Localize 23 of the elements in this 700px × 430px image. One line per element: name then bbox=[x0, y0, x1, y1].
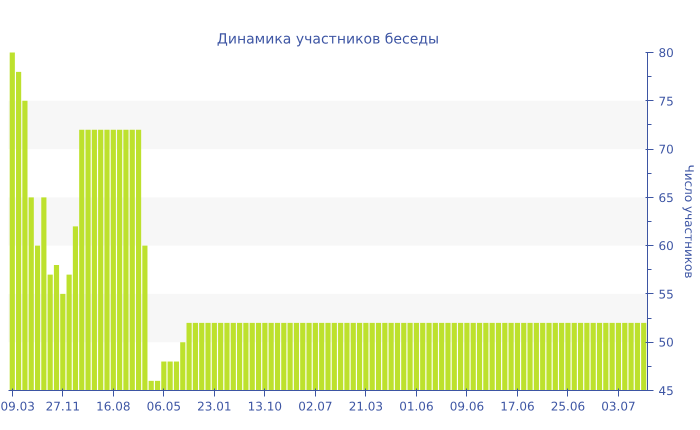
x-tick-label: 13.10 bbox=[248, 400, 282, 414]
y-tick-label: 80 bbox=[658, 46, 674, 60]
y-tick-label: 50 bbox=[658, 336, 674, 350]
x-tick-label: 17.06 bbox=[500, 400, 535, 414]
chart-title: Динамика участников беседы bbox=[216, 32, 440, 48]
x-tick-label: 27.11 bbox=[46, 400, 80, 414]
x-tick-label: 03.07 bbox=[601, 400, 636, 414]
x-tick-label: 23.01 bbox=[197, 400, 232, 414]
x-tick-label: 16.08 bbox=[96, 400, 130, 414]
y-tick-label: 45 bbox=[658, 384, 674, 398]
x-tick-label: 09.06 bbox=[450, 400, 484, 414]
y-tick-label: 70 bbox=[658, 142, 674, 157]
x-tick-label: 21.03 bbox=[348, 400, 384, 414]
x-tick-label: 09.03 bbox=[0, 400, 35, 414]
x-tick-label: 02.07 bbox=[298, 400, 333, 414]
x-tick-label: 25.06 bbox=[550, 400, 586, 414]
y-tick-label: 55 bbox=[658, 287, 674, 302]
x-tick-label: 01.06 bbox=[399, 400, 434, 414]
y-tick-label: 65 bbox=[658, 190, 674, 205]
y-tick-label: 75 bbox=[658, 94, 674, 108]
y-axis-title: Число участников bbox=[682, 164, 696, 278]
x-tick-label: 06.05 bbox=[146, 400, 182, 414]
y-tick-label: 60 bbox=[658, 239, 674, 254]
